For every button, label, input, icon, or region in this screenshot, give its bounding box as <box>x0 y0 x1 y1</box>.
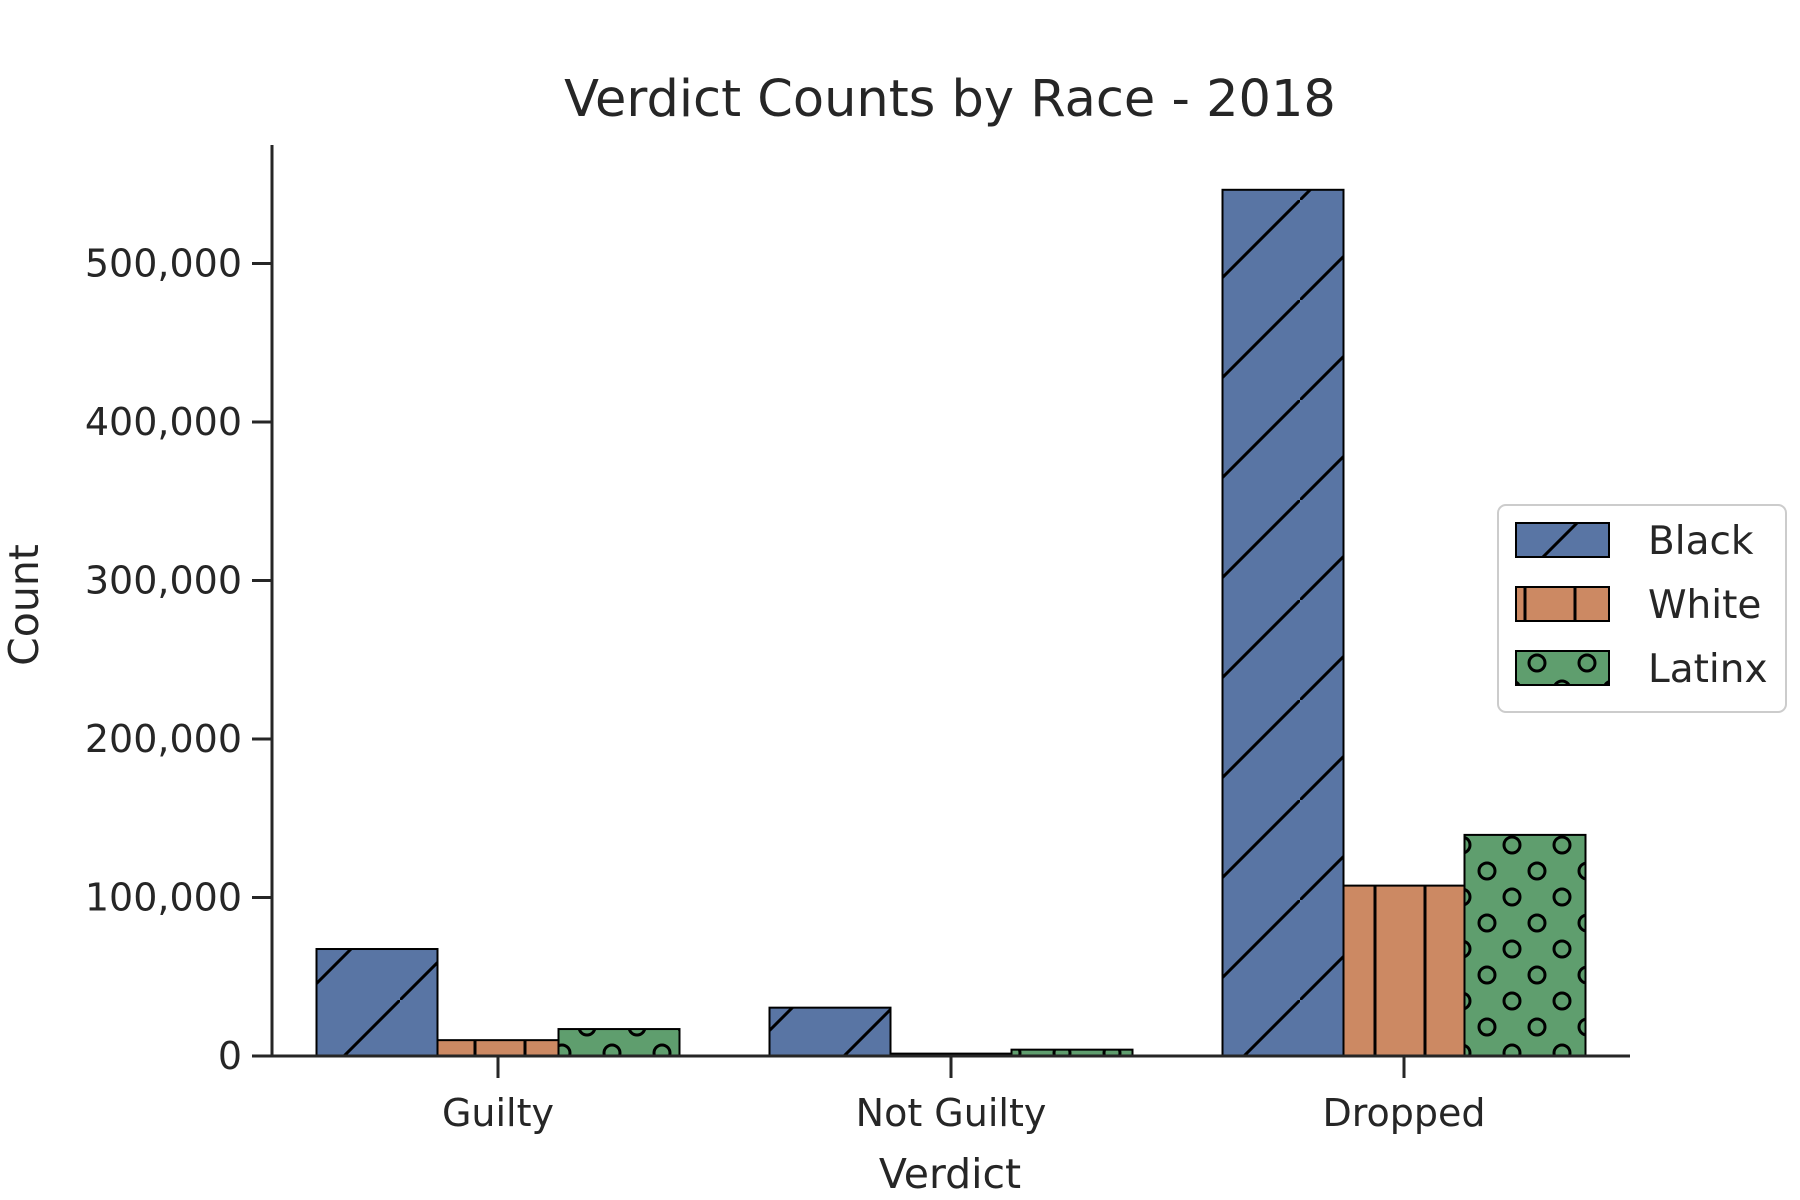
legend-swatch-latinx <box>1515 650 1610 686</box>
bar-black-not-guilty <box>768 1006 892 1057</box>
bar-black-guilty <box>315 948 439 1058</box>
bar-latinx-guilty <box>557 1028 681 1058</box>
legend-label-black: Black <box>1648 519 1754 564</box>
y-tick-label: 100,000 <box>85 876 242 920</box>
bars-group <box>315 188 1587 1058</box>
x-tick-label: Dropped <box>1322 1091 1485 1135</box>
bar-white-guilty <box>436 1039 560 1058</box>
y-tick-label: 500,000 <box>85 242 242 286</box>
legend-label-latinx: Latinx <box>1648 647 1768 692</box>
legend-swatch-black <box>1515 522 1610 558</box>
bar-latinx-dropped <box>1463 833 1587 1058</box>
bar-white-dropped <box>1342 884 1466 1057</box>
y-tick-label: 400,000 <box>85 400 242 444</box>
y-axis-label: Count <box>0 544 48 666</box>
x-tick-label: Not Guilty <box>856 1091 1047 1135</box>
bar-black-dropped <box>1221 188 1345 1058</box>
chart-title: Verdict Counts by Race - 2018 <box>564 70 1336 129</box>
axes-group: 0 100,000 200,000 300,000 400,000 500,000 Guil… <box>85 145 1630 1135</box>
legend-swatch-white <box>1515 586 1610 622</box>
legend-label-white: White <box>1648 583 1761 628</box>
x-tick-label: Guilty <box>442 1091 554 1135</box>
x-axis-label: Verdict <box>879 1150 1021 1198</box>
legend: Black White Latinx <box>1497 504 1787 713</box>
y-tick-label: 0 <box>218 1034 242 1078</box>
y-tick-label: 300,000 <box>85 559 242 603</box>
y-tick-label: 200,000 <box>85 717 242 761</box>
